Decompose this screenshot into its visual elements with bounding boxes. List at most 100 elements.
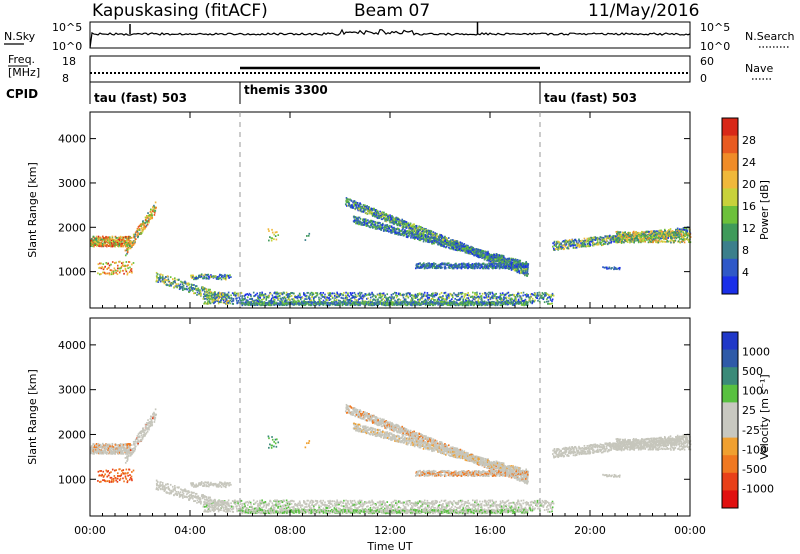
power-cell (379, 301, 382, 304)
power-cell (432, 292, 434, 295)
power-cell (371, 293, 373, 295)
power-cell (419, 298, 422, 301)
power-cell (226, 294, 229, 297)
power-cell (103, 244, 105, 247)
power-cell (359, 302, 362, 305)
power-cell (333, 294, 336, 297)
power-cell (241, 304, 244, 307)
power-cell (378, 301, 380, 304)
power-cell (372, 293, 374, 296)
power-cell (308, 303, 310, 306)
power-cell (356, 295, 358, 298)
power-cell (112, 272, 115, 275)
power-cell (258, 293, 261, 296)
power-cell (454, 297, 456, 300)
power-cell (244, 297, 246, 300)
power-cell (285, 301, 287, 304)
power-cell (243, 295, 246, 297)
power-cell (251, 297, 254, 300)
power-cell (517, 292, 520, 295)
power-cell (171, 278, 174, 280)
power-cell (406, 295, 409, 298)
power-cell (265, 297, 268, 300)
power-cell (357, 301, 360, 304)
cpid-segment-2: themis 3300 (244, 83, 328, 97)
power-cell (525, 304, 528, 306)
power-cell (467, 302, 470, 305)
power-cell (453, 301, 456, 303)
power-cell (151, 214, 153, 217)
power-cell (469, 300, 472, 303)
power-cell (368, 292, 371, 295)
power-cell (200, 273, 203, 276)
power-cell (430, 301, 433, 304)
power-cell (422, 240, 425, 243)
power-cell (237, 292, 240, 295)
power-cell (378, 296, 381, 299)
freq-left-tick-low: 8 (62, 72, 69, 85)
power-cell (374, 298, 376, 301)
power-cell (95, 237, 98, 240)
power-cell (464, 301, 467, 304)
cpid-segment-1: tau (fast) 503 (94, 91, 187, 105)
power-cell (316, 302, 319, 305)
power-cell (369, 293, 372, 296)
power-cell (500, 294, 502, 296)
power-cell (159, 280, 162, 283)
power-cell (422, 293, 425, 296)
power-cell (96, 240, 98, 243)
power-cell (286, 304, 288, 306)
power-cell (95, 243, 98, 246)
power-cell (275, 303, 277, 306)
power-cell (507, 291, 510, 294)
power-cell (98, 266, 101, 269)
power-cell (383, 213, 386, 216)
power-cell (164, 281, 167, 284)
power-cell (529, 293, 532, 296)
power-cell (286, 301, 288, 304)
power-cell (350, 294, 353, 296)
power-cell (231, 300, 233, 303)
power-cell (207, 302, 210, 305)
power-cell (367, 300, 370, 303)
power-cell (467, 297, 470, 300)
power-cell (502, 302, 504, 304)
power-cell (203, 293, 205, 296)
power-cell (351, 292, 354, 295)
power-cell (94, 242, 97, 245)
power-cell (203, 276, 205, 279)
power-cell (432, 302, 435, 304)
power-cell (299, 296, 302, 299)
power-cell (349, 302, 351, 304)
power-cell (447, 237, 450, 239)
power-cell (351, 296, 354, 299)
power-cell (525, 293, 528, 296)
power-cell (174, 281, 177, 284)
power-cell (226, 295, 228, 298)
power-cell (404, 303, 407, 306)
power-cell (267, 303, 269, 306)
power-cell (248, 292, 251, 295)
power-cell (93, 245, 95, 248)
power-cell (211, 293, 213, 296)
power-cell (463, 303, 466, 306)
power-cell (263, 301, 266, 304)
power-cell (478, 303, 481, 306)
power-cell (528, 296, 530, 299)
power-cell (310, 304, 312, 307)
power-cell (268, 295, 270, 297)
power-cell (492, 295, 494, 298)
power-cell (360, 301, 363, 304)
power-cell (167, 278, 170, 281)
power-cell (472, 301, 474, 304)
power-cell (207, 301, 209, 303)
power-cell (401, 218, 403, 221)
power-cell (101, 266, 103, 269)
power-cell (513, 299, 516, 302)
power-cell (384, 304, 387, 307)
power-cell (476, 296, 479, 298)
power-cell (551, 294, 554, 297)
power-cell (333, 292, 336, 295)
power-cell (270, 299, 272, 302)
power-cell (350, 300, 352, 302)
